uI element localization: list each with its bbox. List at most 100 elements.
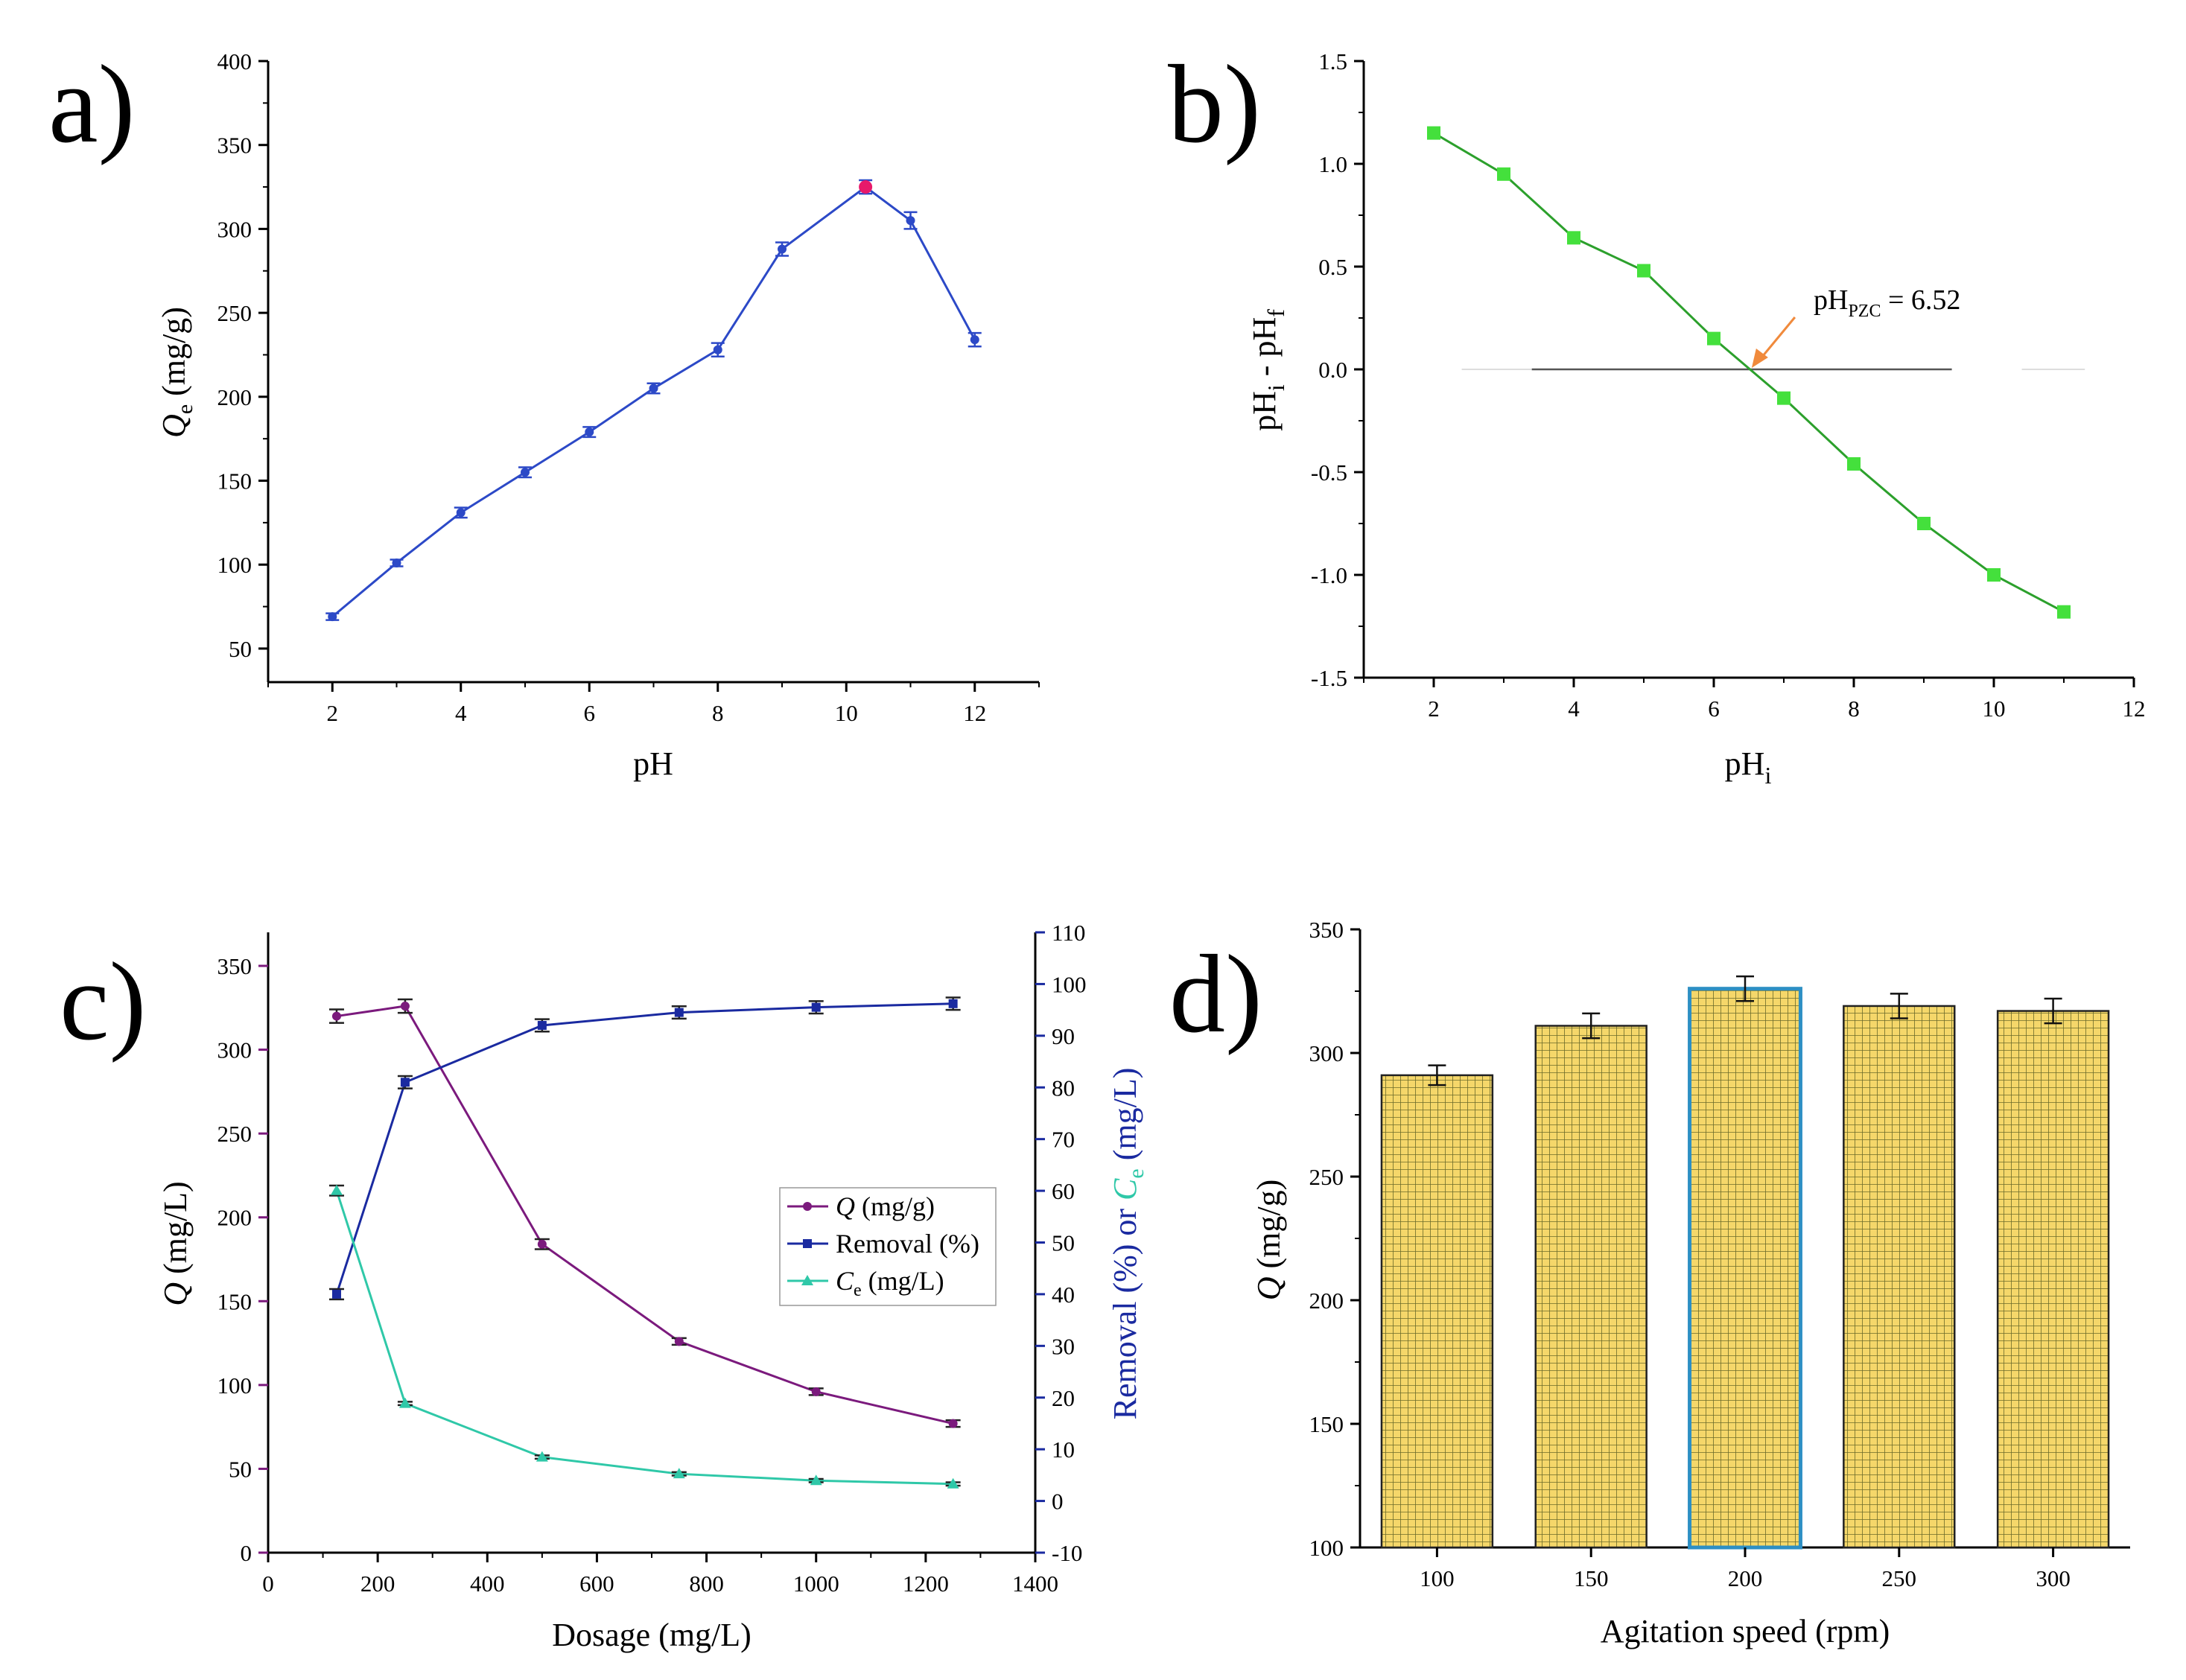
left-y-tick-label: 100	[217, 1372, 252, 1399]
series-line	[336, 1005, 953, 1425]
y-tick-label: 200	[1309, 1288, 1344, 1314]
legend-label: Ce (mg/L)	[836, 1266, 944, 1300]
legend-label: Q (mg/g)	[836, 1191, 935, 1221]
panel-a-ticks: 2 4 6 8 10 12 50 100 150 200 250 300 350 400	[217, 48, 1040, 726]
data-point	[537, 1239, 547, 1249]
data-point	[674, 1337, 684, 1346]
right-y-tick-label: 70	[1052, 1127, 1075, 1153]
panel-c-legend: Q (mg/g) Removal (%) Ce (mg/L)	[779, 1187, 997, 1306]
left-y-tick-label: 250	[217, 1121, 252, 1147]
panel-c-label: c)	[60, 940, 147, 1063]
data-point	[456, 508, 466, 518]
pzc-label: pHPZC = 6.52	[1814, 284, 1960, 321]
right-y-tick-label: 110	[1052, 920, 1085, 946]
data-point	[1427, 126, 1440, 140]
x-tick-label: 150	[1574, 1565, 1609, 1591]
data-point	[1707, 331, 1720, 346]
panel-a-y-title-unit: (mg/g)	[156, 307, 192, 404]
panel-c: c) 0 200 400 600 800 1000 1200 1400050100150200…	[60, 920, 1148, 1653]
x-tick-label: 6	[1708, 696, 1720, 722]
y-tick-label: 150	[217, 468, 252, 494]
pzc-arrow-head	[1751, 349, 1768, 368]
data-point	[1497, 167, 1510, 181]
panel-a-x-title: pH	[633, 745, 673, 782]
data-point	[392, 558, 401, 567]
y-tick-label: 0.0	[1318, 357, 1347, 383]
x-tick-label: 2	[327, 700, 339, 726]
data-point	[947, 1477, 959, 1489]
y-tick-label: 1.5	[1318, 48, 1347, 74]
bar	[1380, 1074, 1494, 1549]
panel-c-right-title-unit: (mg/L)	[1107, 1068, 1143, 1169]
panel-c-ticks: 0 200 400 600 800 1000 1200 1400050100150200250…	[217, 920, 1087, 1597]
right-y-tick-label: 100	[1052, 971, 1087, 997]
data-point	[400, 1078, 410, 1087]
x-tick-label: 10	[1983, 696, 2006, 722]
right-y-tick-label: 80	[1052, 1075, 1075, 1101]
x-tick-label: 250	[1882, 1565, 1917, 1591]
panel-c-right-title: Removal (%) or Ce (mg/L)	[1107, 1068, 1148, 1420]
data-point	[328, 612, 337, 622]
x-tick-label: 8	[712, 700, 724, 726]
bar	[1843, 1005, 1956, 1549]
panel-d-ticks: 100 150 200 250 300 100 150 200 250 300 350	[1309, 917, 2071, 1591]
data-point	[811, 1387, 821, 1396]
legend-label-main: Removal (%)	[836, 1229, 979, 1259]
series-line	[335, 1190, 953, 1486]
x-tick-label: 300	[2036, 1565, 2071, 1591]
data-point	[398, 1397, 411, 1408]
y-tick-label: -1.5	[1311, 665, 1347, 691]
data-point	[713, 345, 722, 354]
panel-a-y-title: Qe (mg/g)	[156, 307, 197, 438]
panel-a-label: a)	[48, 42, 136, 166]
pzc-arrow	[1758, 316, 1796, 361]
right-y-tick-label: 40	[1052, 1282, 1075, 1308]
data-point	[970, 335, 979, 345]
bar	[1534, 1025, 1648, 1549]
data-point	[801, 1275, 813, 1285]
y-tick-label: 200	[217, 384, 252, 410]
x-tick-label: 12	[963, 700, 986, 726]
data-point	[1637, 264, 1650, 278]
data-point	[1777, 391, 1791, 405]
data-point	[811, 1002, 821, 1012]
data-point	[2057, 605, 2071, 619]
data-point	[674, 1008, 684, 1017]
panel-c-right-title-ce: C	[1107, 1178, 1143, 1200]
x-tick-label: 0	[262, 1571, 274, 1597]
x-tick-label: 12	[2123, 696, 2146, 722]
series-line	[335, 1002, 953, 1295]
ph-diff-line	[1433, 132, 2065, 614]
y-tick-label: 150	[1309, 1411, 1344, 1437]
legend-label-main: C	[836, 1266, 854, 1296]
y-tick-label: 100	[1309, 1535, 1344, 1561]
panel-b-x-title: pHi	[1725, 745, 1772, 789]
left-y-tick-label: 300	[217, 1037, 252, 1063]
panel-b-annotation: pHPZC = 6.52	[1751, 284, 1960, 368]
pzc-label-value: = 6.52	[1881, 284, 1960, 316]
data-point	[778, 244, 787, 254]
panel-b-y-title-f: f	[1262, 309, 1289, 317]
data-point	[537, 1020, 547, 1030]
right-y-tick-label: 0	[1052, 1489, 1064, 1515]
data-point	[948, 1419, 958, 1428]
panel-a-y-title-main: Q	[156, 414, 192, 438]
data-point	[1567, 231, 1580, 245]
y-tick-label: 0.5	[1318, 254, 1347, 280]
legend-items: Q (mg/g) Removal (%) Ce (mg/L)	[787, 1191, 979, 1300]
panel-d-label: d)	[1169, 932, 1262, 1056]
right-y-tick-label: 90	[1052, 1023, 1075, 1049]
y-tick-label: 400	[217, 48, 252, 74]
bar	[1688, 987, 1802, 1550]
x-tick-label: 10	[835, 700, 858, 726]
panel-c-series	[328, 996, 961, 1489]
x-tick-label: 4	[455, 700, 467, 726]
x-tick-label: 1000	[793, 1571, 839, 1597]
panel-b: b) 2 4 6 8 10 12 -1.5 -1.0 -0.5 0.0 0.5 1.0 1.5 pHi …	[1168, 42, 2146, 789]
panel-d-bars	[1380, 975, 2110, 1550]
y-tick-label: 50	[229, 636, 252, 662]
panel-a: a) 2 4 6 8 10 12 50 100 150 200 250 300 350 400 pH Qe…	[48, 42, 1040, 782]
pzc-label-sub: PZC	[1848, 302, 1881, 321]
panel-a-series	[325, 179, 982, 622]
